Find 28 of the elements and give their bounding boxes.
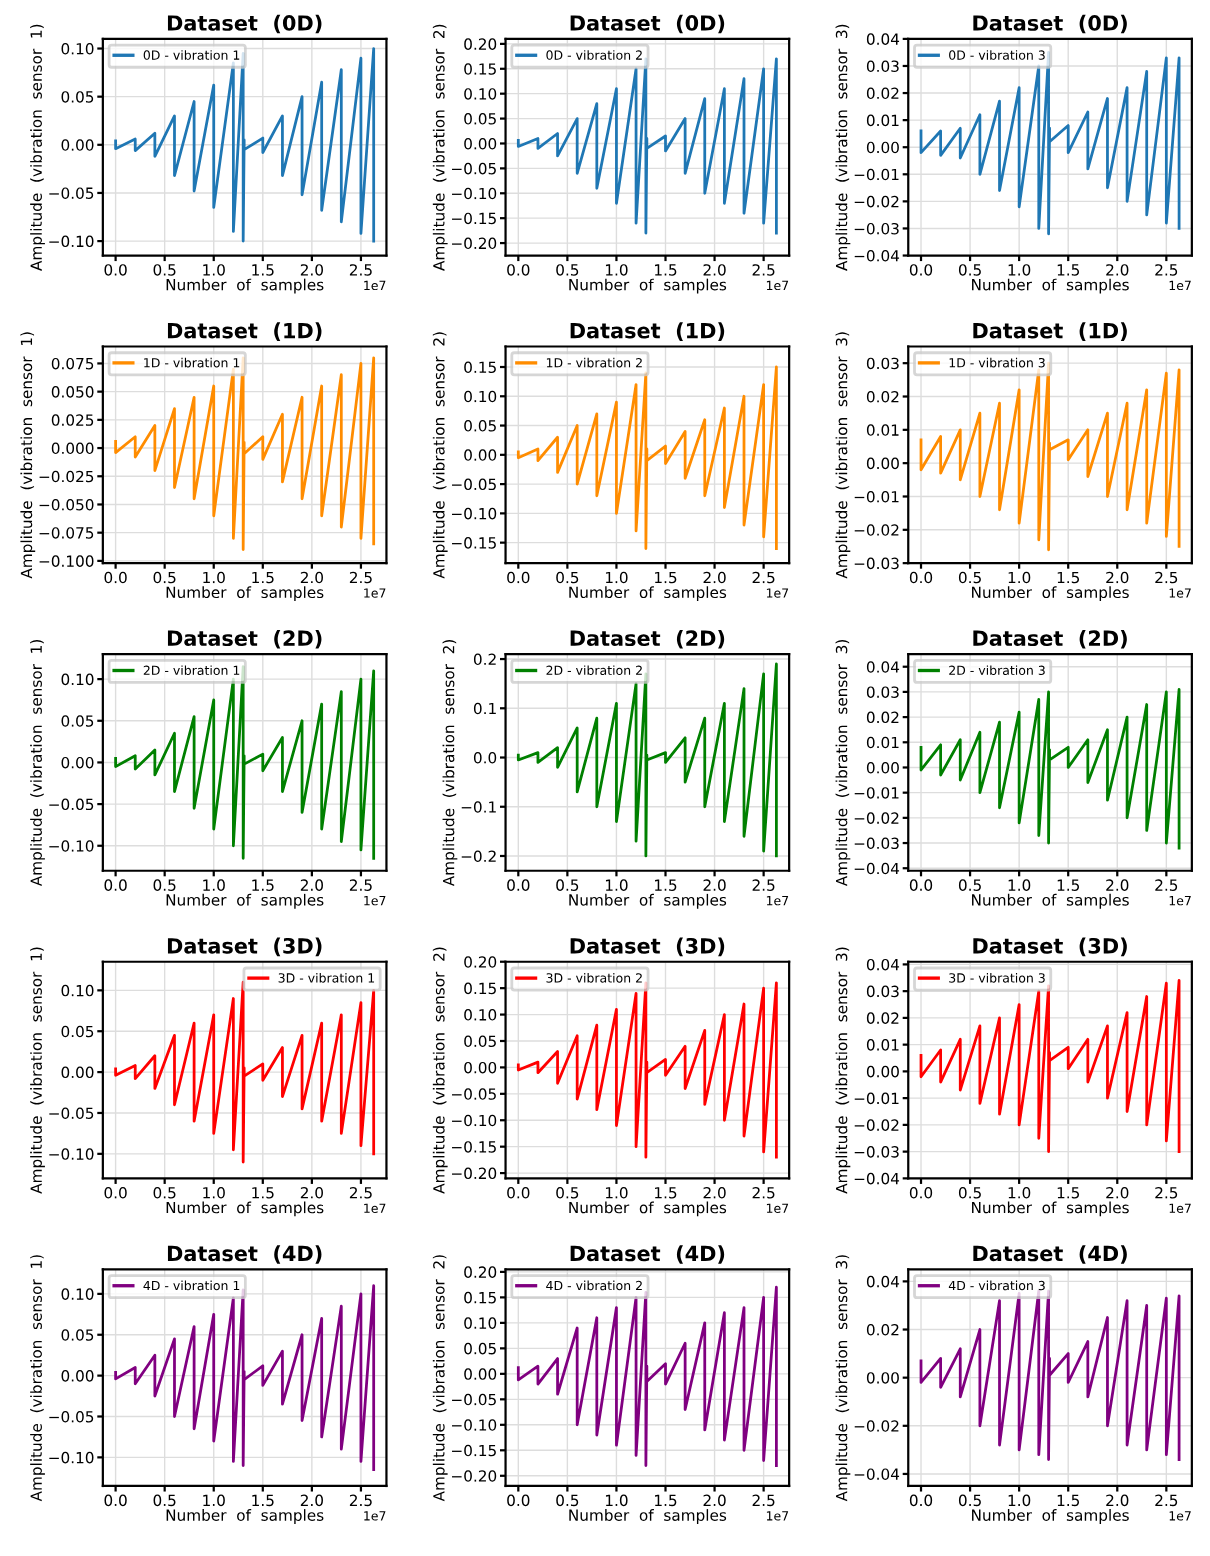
chart-title: Dataset (1D) [570, 322, 725, 341]
chart-title: Dataset (1D) [167, 322, 322, 341]
chart-title: Dataset (0D) [570, 14, 725, 34]
line-series [114, 665, 376, 860]
chart-title: Dataset (0D) [973, 14, 1127, 34]
line-series [919, 688, 1181, 850]
chart-title: Dataset (4D) [570, 1245, 725, 1264]
line-series [114, 980, 376, 1164]
chart-title: Dataset (3D) [570, 937, 725, 957]
line-series [919, 51, 1181, 236]
chart-title: Dataset (2D) [570, 629, 725, 649]
line-series [516, 365, 778, 550]
chart-title: Dataset (1D) [973, 322, 1127, 341]
chart-title: Dataset (4D) [973, 1245, 1127, 1264]
line-series [919, 979, 1181, 1154]
line-series [919, 1289, 1181, 1461]
chart-title: Dataset (2D) [167, 629, 322, 649]
chart-title: Dataset (3D) [167, 937, 322, 957]
chart-title: Dataset (2D) [973, 629, 1127, 649]
line-series [114, 1284, 376, 1472]
chart-title: Dataset (4D) [167, 1245, 322, 1264]
line-series [114, 47, 376, 243]
line-series [516, 981, 778, 1159]
chart-title: Dataset (3D) [973, 937, 1127, 957]
line-series [114, 356, 376, 551]
chart-title: Dataset (0D) [167, 14, 322, 34]
line-series [516, 57, 778, 235]
line-series [516, 662, 778, 858]
